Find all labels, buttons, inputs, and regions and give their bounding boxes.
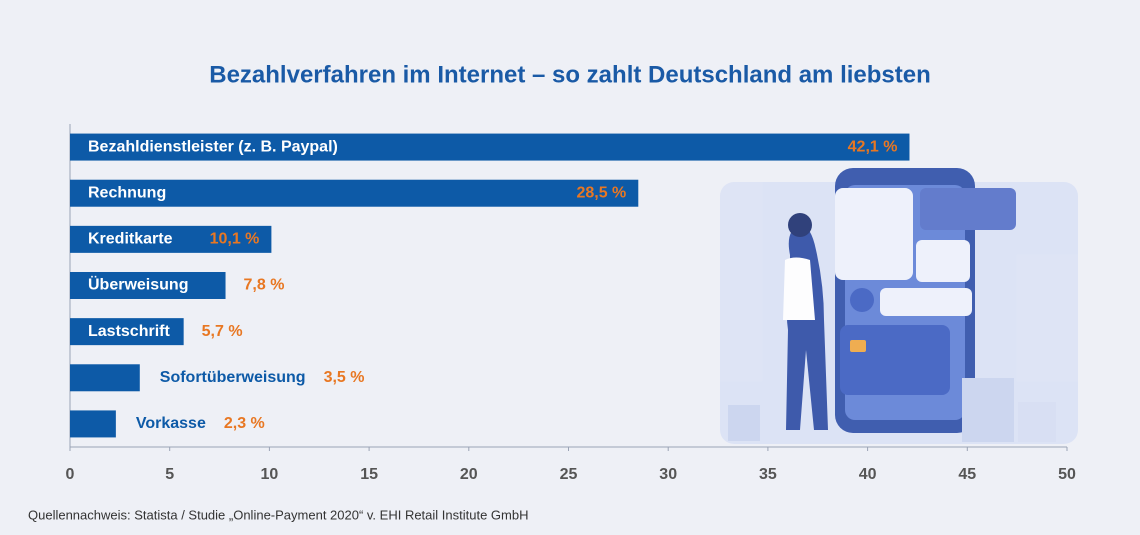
category-label: Bezahldienstleister (z. B. Paypal) xyxy=(88,138,338,155)
value-label: 7,8 % xyxy=(244,277,285,294)
bar xyxy=(70,225,272,253)
category-label: Vorkasse xyxy=(136,415,206,432)
value-label: 28,5 % xyxy=(576,184,626,201)
value-label: 42,1 % xyxy=(848,138,898,155)
bar xyxy=(70,272,226,299)
bar xyxy=(70,179,639,207)
x-tick-label: 35 xyxy=(759,466,777,483)
category-label: Kreditkarte xyxy=(88,231,173,248)
x-tick-label: 15 xyxy=(360,466,378,483)
category-label: Überweisung xyxy=(88,275,188,294)
x-tick-label: 50 xyxy=(1058,466,1076,483)
x-tick-label: 5 xyxy=(165,466,174,483)
x-tick-label: 0 xyxy=(66,466,75,483)
bar xyxy=(70,133,910,161)
chart-title: Bezahlverfahren im Internet – so zahlt D… xyxy=(209,61,931,88)
category-label: Sofortüberweisung xyxy=(160,369,306,386)
category-label: Rechnung xyxy=(88,184,166,201)
x-tick-label: 25 xyxy=(560,466,578,483)
value-label: 5,7 % xyxy=(202,323,243,340)
bar xyxy=(70,318,184,346)
category-label: Lastschrift xyxy=(88,323,170,340)
source: Quellennachweis: Statista / Studie „Onli… xyxy=(28,507,529,522)
illustration xyxy=(720,168,1078,444)
x-tick-label: 20 xyxy=(460,466,478,483)
bar xyxy=(70,364,140,392)
x-tick-label: 30 xyxy=(659,466,677,483)
x-tick-label: 40 xyxy=(859,466,877,483)
value-label: 2,3 % xyxy=(224,415,265,432)
value-label: 3,5 % xyxy=(324,369,365,386)
bar xyxy=(70,410,116,438)
x-tick-label: 10 xyxy=(261,466,279,483)
x-tick-label: 45 xyxy=(958,466,976,483)
value-label: 10,1 % xyxy=(210,231,260,248)
